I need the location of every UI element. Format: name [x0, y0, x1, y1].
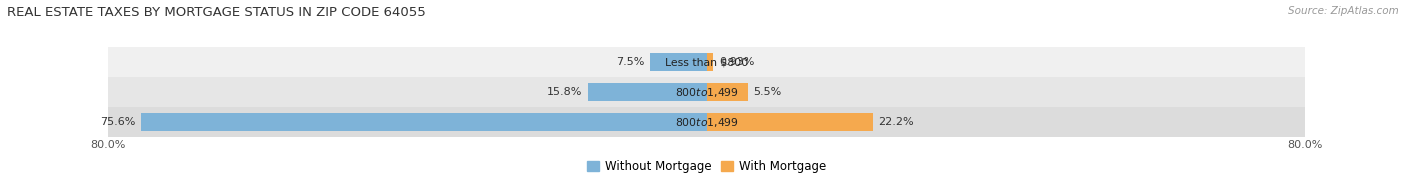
Text: $800 to $1,499: $800 to $1,499: [675, 86, 738, 99]
Bar: [707, 53, 713, 71]
Bar: [588, 83, 707, 102]
Text: 5.5%: 5.5%: [754, 87, 782, 97]
Bar: [141, 113, 707, 132]
Text: Less than $800: Less than $800: [665, 57, 748, 67]
Text: 0.93%: 0.93%: [720, 57, 755, 67]
Bar: [707, 83, 748, 102]
Text: 22.2%: 22.2%: [879, 117, 914, 127]
Bar: [651, 53, 707, 71]
Text: REAL ESTATE TAXES BY MORTGAGE STATUS IN ZIP CODE 64055: REAL ESTATE TAXES BY MORTGAGE STATUS IN …: [7, 6, 426, 19]
Text: $800 to $1,499: $800 to $1,499: [675, 116, 738, 129]
Bar: [108, 77, 1305, 107]
Text: 75.6%: 75.6%: [100, 117, 135, 127]
Bar: [108, 107, 1305, 137]
Text: 15.8%: 15.8%: [547, 87, 582, 97]
Bar: [108, 47, 1305, 77]
Text: 7.5%: 7.5%: [616, 57, 644, 67]
Bar: [707, 113, 873, 132]
Legend: Without Mortgage, With Mortgage: Without Mortgage, With Mortgage: [582, 156, 831, 178]
Text: Source: ZipAtlas.com: Source: ZipAtlas.com: [1288, 6, 1399, 16]
